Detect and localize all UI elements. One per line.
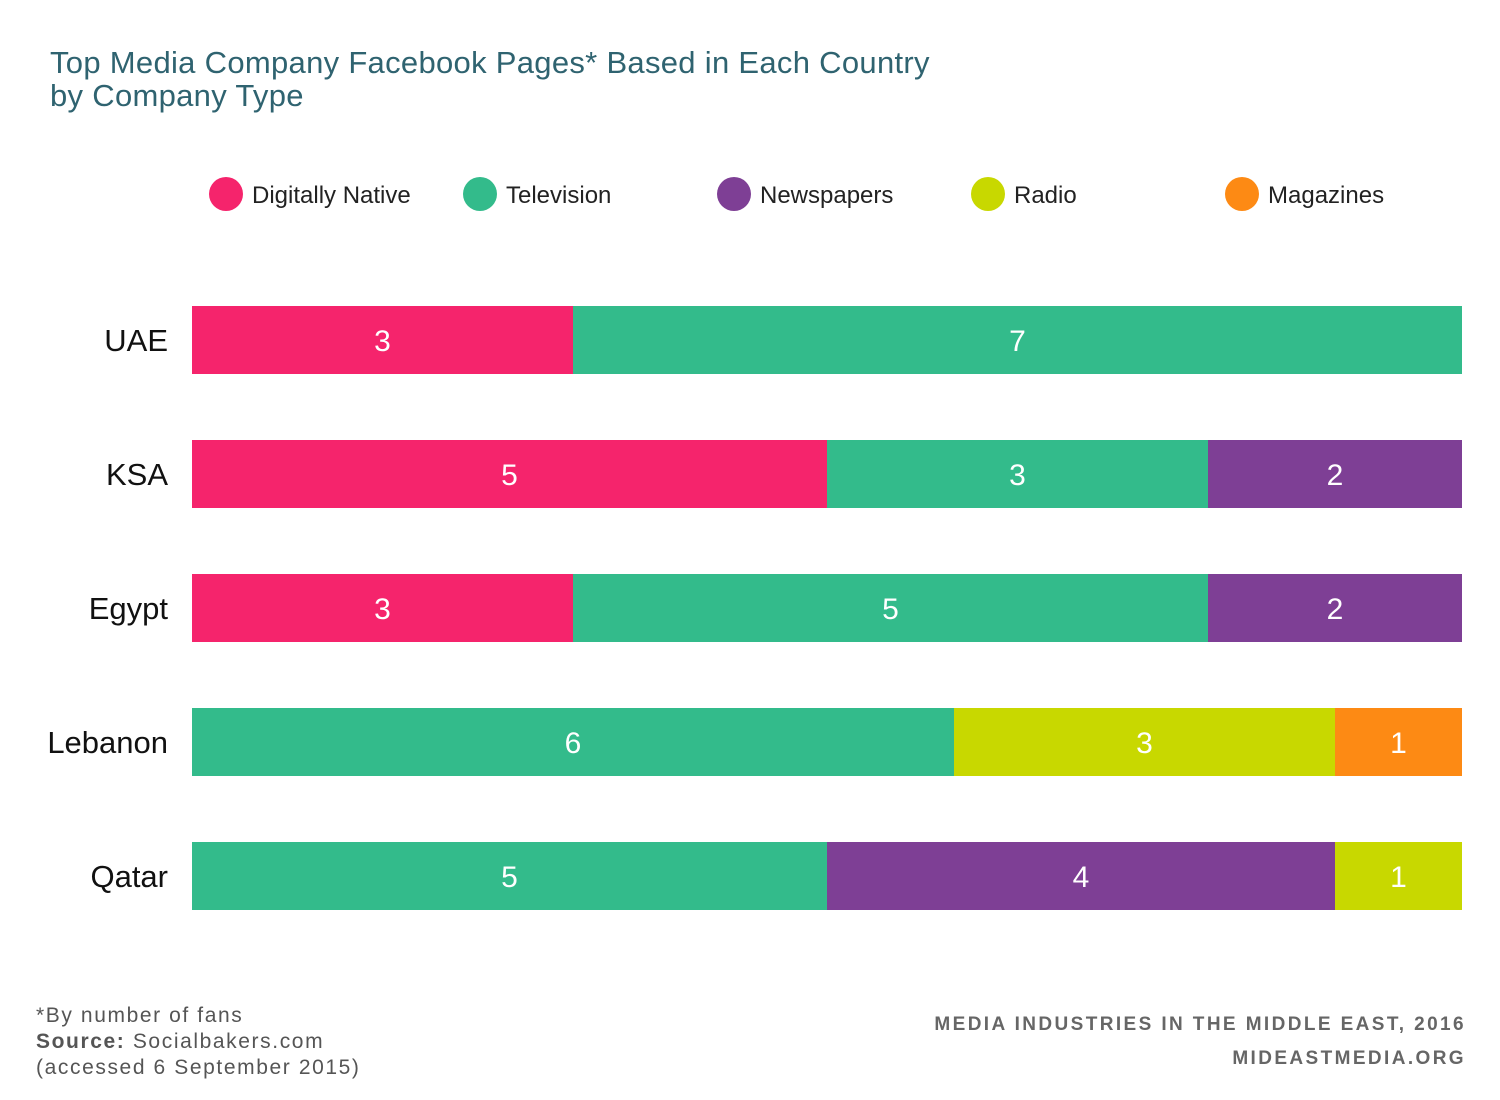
data-label-lebanon-television: 6 xyxy=(565,727,582,760)
bar-row-ksa: KSA 5 3 2 xyxy=(106,440,1462,508)
legend-item-newspapers: Newspapers xyxy=(717,177,893,211)
bar-segment-egypt-digitally-native xyxy=(192,574,573,642)
bar-segment-egypt-television xyxy=(573,574,1208,642)
legend-item-television: Television xyxy=(463,177,611,211)
bar-segment-qatar-television xyxy=(192,842,827,910)
data-label-ksa-television: 3 xyxy=(1009,459,1026,492)
legend-item-radio: Radio xyxy=(971,177,1077,211)
bar-segment-ksa-television xyxy=(827,440,1208,508)
credit-website: MIDEASTMEDIA.ORG xyxy=(1232,1048,1466,1069)
bar-segment-lebanon-television xyxy=(192,708,954,776)
footnote-source: Source: Socialbakers.com xyxy=(36,1029,361,1055)
bar-segment-uae-digitally-native xyxy=(192,306,573,374)
bar-row-egypt: Egypt 3 5 2 xyxy=(89,574,1462,642)
category-label-lebanon: Lebanon xyxy=(47,725,168,760)
category-label-egypt: Egypt xyxy=(89,591,169,626)
legend-item-magazines: Magazines xyxy=(1225,177,1384,211)
bar-segment-qatar-radio xyxy=(1335,842,1462,910)
data-label-egypt-digitally-native: 3 xyxy=(374,593,391,626)
legend-swatch-magazines xyxy=(1225,177,1259,211)
footnote: *By number of fans Source: Socialbakers.… xyxy=(36,1003,361,1081)
bar-segment-egypt-newspapers xyxy=(1208,574,1462,642)
credit: MEDIA INDUSTRIES IN THE MIDDLE EAST, 201… xyxy=(934,1008,1466,1076)
data-label-egypt-television: 5 xyxy=(882,593,899,626)
bar-row-lebanon: Lebanon 6 3 1 xyxy=(47,708,1462,776)
category-label-qatar: Qatar xyxy=(90,859,168,894)
bar-segment-uae-television xyxy=(573,306,1462,374)
legend-swatch-radio xyxy=(971,177,1005,211)
data-label-qatar-newspapers: 4 xyxy=(1073,861,1090,894)
legend-swatch-newspapers xyxy=(717,177,751,211)
legend: Digitally Native Television Newspapers Radi… xyxy=(209,177,1384,211)
legend-label-radio: Radio xyxy=(1014,182,1077,209)
chart-title-line-1: Top Media Company Facebook Pages* Based … xyxy=(50,45,930,80)
data-label-ksa-digitally-native: 5 xyxy=(501,459,518,492)
data-label-ksa-newspapers: 2 xyxy=(1327,459,1344,492)
category-label-ksa: KSA xyxy=(106,457,168,492)
bar-segment-qatar-newspapers xyxy=(827,842,1335,910)
legend-label-newspapers: Newspapers xyxy=(760,182,893,209)
legend-swatch-digitally-native xyxy=(209,177,243,211)
source-value: Socialbakers.com xyxy=(132,1030,325,1053)
bar-segment-ksa-newspapers xyxy=(1208,440,1462,508)
data-label-qatar-television: 5 xyxy=(501,861,518,894)
bar-segment-lebanon-magazines xyxy=(1335,708,1462,776)
chart-title-line-2: by Company Type xyxy=(50,78,304,113)
bar-row-qatar: Qatar 5 4 1 xyxy=(90,842,1462,910)
bar-segment-ksa-digitally-native xyxy=(192,440,827,508)
legend-item-digitally-native: Digitally Native xyxy=(209,177,411,211)
legend-label-digitally-native: Digitally Native xyxy=(252,182,411,209)
legend-swatch-television xyxy=(463,177,497,211)
source-label: Source: xyxy=(36,1030,126,1053)
data-label-lebanon-magazines: 1 xyxy=(1390,727,1407,760)
legend-label-television: Television xyxy=(506,182,611,209)
chart-title: Top Media Company Facebook Pages* Based … xyxy=(50,46,930,112)
credit-publication: MEDIA INDUSTRIES IN THE MIDDLE EAST, 201… xyxy=(934,1014,1466,1035)
category-label-uae: UAE xyxy=(104,323,168,358)
legend-label-magazines: Magazines xyxy=(1268,182,1384,209)
data-label-uae-television: 7 xyxy=(1009,325,1026,358)
data-label-egypt-newspapers: 2 xyxy=(1327,593,1344,626)
footnote-accessed: (accessed 6 September 2015) xyxy=(36,1056,361,1079)
data-label-uae-digitally-native: 3 xyxy=(374,325,391,358)
bar-segment-lebanon-radio xyxy=(954,708,1335,776)
data-label-lebanon-radio: 3 xyxy=(1136,727,1153,760)
data-label-qatar-radio: 1 xyxy=(1390,861,1407,894)
plot-area: UAE 3 7 KSA 5 3 2 Egypt 3 5 2 Lebanon 6 3 1 Qatar 5 4 1 xyxy=(47,306,1462,910)
footnote-note: *By number of fans xyxy=(36,1004,244,1027)
bar-row-uae: UAE 3 7 xyxy=(104,306,1462,374)
